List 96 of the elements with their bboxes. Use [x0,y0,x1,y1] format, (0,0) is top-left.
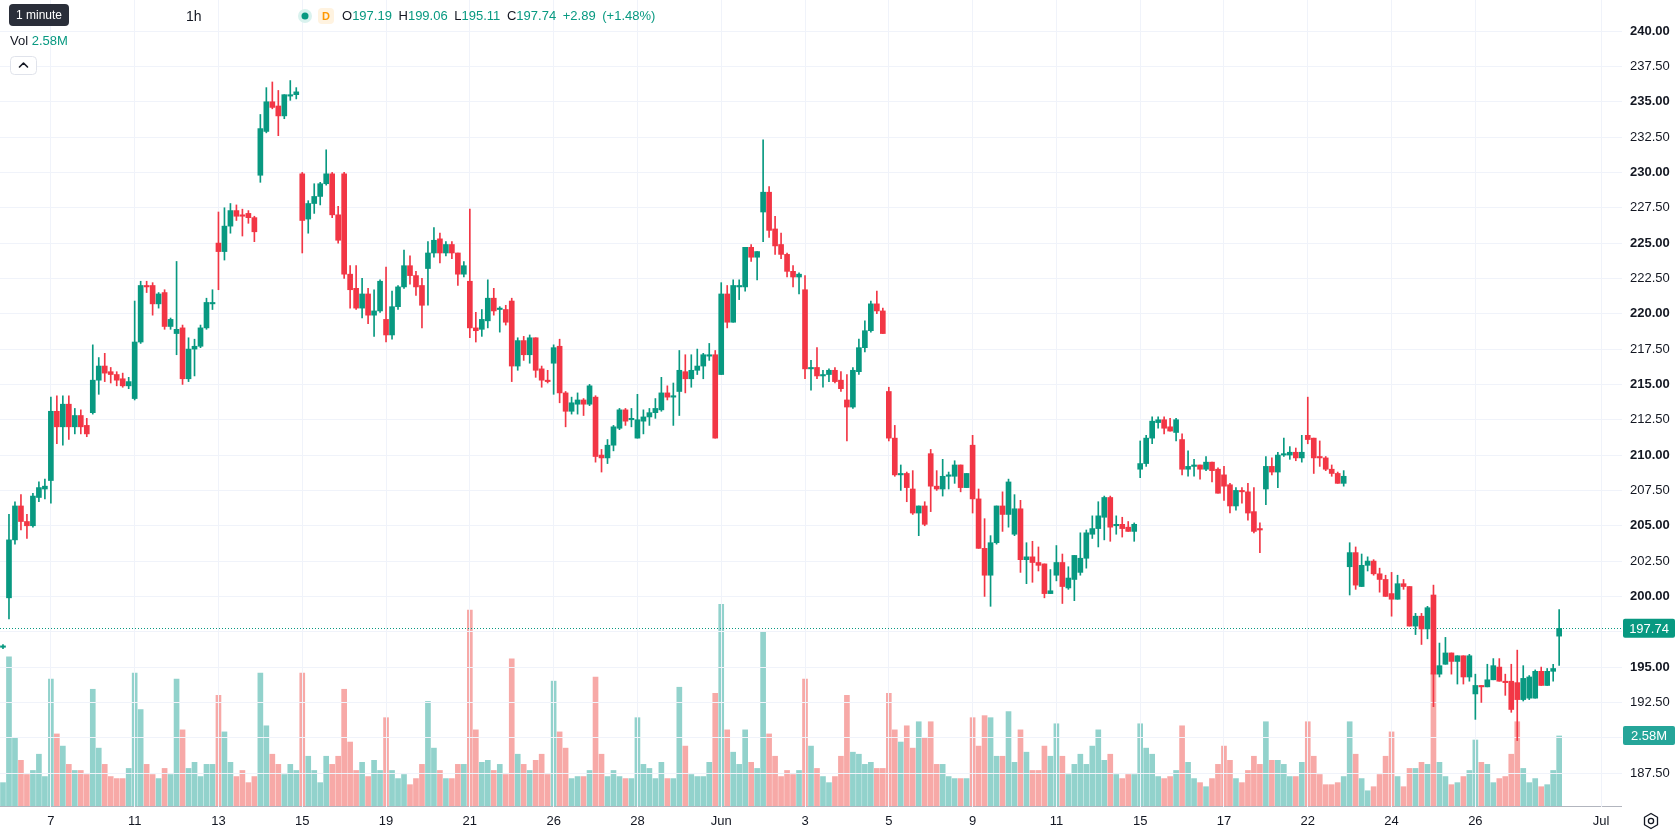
annotation: 1 minute [9,4,70,26]
bar [814,768,820,807]
bar [1269,759,1275,807]
y-tick-label: 237.50 [1630,58,1670,73]
bar [1197,782,1203,807]
candlestick [844,374,850,442]
y-tick-label: 187.50 [1630,764,1670,780]
x-tick-label: 22 [1300,813,1316,829]
y-tick-label: 230.00 [1630,164,1670,179]
x-tick-label: 17 [1216,813,1232,829]
y-tick-label: 232.50 [1630,128,1670,144]
x-tick-label: 26 [546,813,561,829]
text: O197.19 H199.06 L195.11 C197.74 +2.89 (+1.48%) [342,8,656,23]
candlestick [760,139,766,243]
text: 1h [186,8,202,24]
x-tick-label: 9 [968,813,977,829]
bar [490,770,497,807]
text: 2.58M [1623,726,1675,746]
x-tick-label: 13 [211,813,226,829]
y-tick-label: 225.00 [1630,234,1670,250]
x-tick-label: 26 [1468,813,1483,829]
annotation: D [318,8,334,24]
bar [437,770,443,807]
x-tick-label: 5 [885,813,893,829]
bar [808,745,814,807]
candlestick [1298,434,1305,463]
bar [365,776,371,807]
y-tick-label: 215.00 [1630,376,1670,391]
x-tick-label: Jul [1592,813,1610,829]
y-tick-label: 217.50 [1630,340,1670,356]
y-tick-label: 192.50 [1630,693,1670,709]
candlestick [473,312,479,343]
y-tick-label: 227.50 [1630,199,1670,215]
bar [915,721,922,807]
y-tick-label: 235.00 [1630,93,1670,109]
bar [496,764,503,807]
x-tick-label: 19 [378,813,394,829]
candlestick [897,464,904,491]
y-tick-label: 195.00 [1630,658,1670,674]
candlestick [496,306,503,333]
x-tick-label: 28 [630,813,645,829]
ref-line-label: 197.74 [1629,620,1669,636]
y-tick-label: 220.00 [1630,305,1670,321]
y-tick-label: 240.00 [1630,22,1670,38]
bar [796,770,802,807]
bar [66,764,72,807]
candlestick [425,241,431,306]
candlestick [796,272,802,295]
candlestick [915,505,922,536]
bar [724,729,731,807]
bar [712,692,719,807]
y-tick-label: 212.50 [1630,411,1670,427]
x-tick-label: 3 [801,813,809,829]
x-tick-label: 24 [1384,813,1399,829]
bar [54,733,60,807]
bar [1179,725,1185,807]
bar [526,770,533,807]
bar [1107,753,1114,807]
bar [1173,770,1179,807]
bar [443,778,449,807]
x-tick-label: 11 [127,813,142,829]
x-tick-label: 21 [462,813,478,829]
y-tick-label: 210.00 [1630,446,1670,462]
bar [748,762,754,807]
bar [359,762,365,807]
annotation: Vol 2.58M [10,33,68,48]
bar [461,764,467,807]
x-tick-label: 7 [47,813,55,829]
candlestick [1113,515,1120,535]
candlestick [1239,487,1245,504]
y-tick-label: 200.00 [1630,587,1670,603]
bar [1113,774,1120,807]
bar [60,745,66,807]
bar [1203,786,1209,807]
y-tick-label: 222.50 [1630,270,1670,285]
candlestick [383,266,389,343]
bar [682,745,689,807]
bar [1292,776,1299,807]
y-tick-label: 205.00 [1630,517,1670,533]
x-tick-label: 15 [295,813,310,829]
candlestick [754,251,760,281]
x-tick-label: 15 [1132,813,1148,829]
candlestick [682,354,689,394]
y-tick-label: 202.50 [1630,552,1670,568]
bar [1263,721,1269,807]
bar [1298,762,1305,807]
bar [71,770,78,807]
bar [520,764,527,807]
bar [1538,786,1545,807]
candlestick [808,360,814,391]
bar [897,741,904,807]
x-tick-label: 11 [1049,813,1064,829]
bar [514,753,521,807]
y-tick-label: 207.50 [1630,482,1670,497]
bar [1233,778,1239,807]
x-tick-label: Jun [710,813,732,829]
